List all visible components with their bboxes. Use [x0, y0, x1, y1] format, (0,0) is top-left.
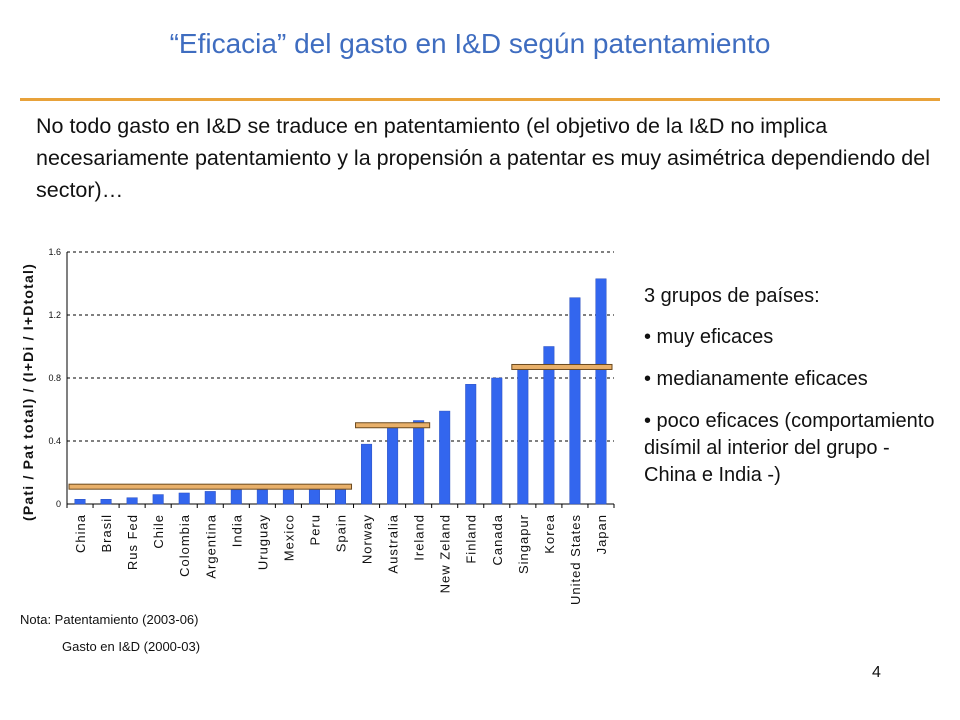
bar-finland	[465, 384, 477, 505]
bar-canada	[491, 377, 503, 505]
x-category-label: China	[73, 514, 88, 553]
bar-united-states	[569, 297, 581, 505]
x-category-label: Singapur	[516, 514, 531, 574]
title-rule	[20, 98, 940, 101]
bar-singapur	[517, 368, 529, 505]
bar-ireland	[413, 420, 425, 505]
x-category-label: Argentina	[203, 514, 218, 579]
bar-argentina	[204, 491, 216, 505]
bar-australia	[387, 426, 399, 505]
bar-colombia	[178, 492, 190, 505]
groups-header: 3 grupos de países:	[644, 285, 820, 307]
x-category-label: Rus Fed	[125, 514, 140, 570]
bar-chile	[152, 494, 164, 505]
x-category-label: Chile	[151, 514, 166, 549]
x-category-label: Mexico	[281, 514, 296, 561]
x-category-label: United States	[568, 514, 583, 605]
x-category-label: India	[229, 514, 244, 547]
group-item-low: • poco eficaces (comportamiento disímil …	[644, 410, 935, 486]
note-rd-spend: Gasto en I&D (2000-03)	[62, 639, 201, 654]
bar-china	[74, 499, 86, 505]
x-category-label: Spain	[334, 514, 349, 552]
bar-norway	[361, 443, 373, 505]
x-category-label: Canada	[490, 514, 505, 566]
x-category-label: Colombia	[177, 514, 192, 577]
y-tick-label: 0	[56, 499, 61, 509]
group-item-high: • muy eficaces	[644, 326, 774, 348]
group-level-band	[511, 363, 613, 370]
slide-title: “Eficacia” del gasto en I&D según patent…	[169, 28, 771, 59]
bar-rus-fed	[126, 497, 138, 505]
bar-brasil	[100, 499, 112, 505]
x-category-label: Norway	[360, 514, 375, 564]
x-category-label: Australia	[386, 514, 401, 574]
bar-japan	[595, 278, 607, 505]
x-category-label: Brasil	[99, 514, 114, 553]
page-number: 4	[872, 664, 881, 681]
y-tick-label: 0.8	[48, 373, 61, 383]
x-category-label: Uruguay	[255, 514, 270, 570]
groups-panel: 3 grupos de países: • muy eficaces • med…	[644, 283, 944, 504]
x-category-label: Finland	[464, 514, 479, 564]
bar-peru	[308, 488, 320, 505]
y-tick-label: 1.6	[48, 247, 61, 257]
bar-new-zeland	[439, 410, 451, 505]
group-level-band	[68, 483, 353, 490]
group-level-band	[355, 422, 431, 429]
bar-mexico	[282, 489, 294, 505]
note-patents: Nota: Patentamiento (2003-06)	[20, 612, 199, 627]
x-category-label: New Zeland	[438, 514, 453, 593]
y-tick-label: 0.4	[48, 436, 61, 446]
bar-korea	[543, 346, 555, 505]
x-category-label: Ireland	[412, 514, 427, 561]
bar-uruguay	[256, 489, 268, 505]
x-category-label: Japan	[594, 514, 609, 554]
y-tick-label: 1.2	[48, 310, 61, 320]
group-item-medium: • medianamente eficaces	[644, 368, 868, 390]
bar-india	[230, 489, 242, 505]
y-axis-label: (Pati / Pat total) / (I+Di / I+Dtotal)	[20, 263, 36, 521]
plot-area: 0 0.4 0.8 1.2 1.6 China Brasil Rus Fed Chile Colo…	[20, 247, 615, 605]
x-category-label: Peru	[307, 514, 322, 545]
intro-text: No todo gasto en I&D se traduce en paten…	[36, 114, 931, 202]
x-category-label: Korea	[542, 514, 557, 554]
